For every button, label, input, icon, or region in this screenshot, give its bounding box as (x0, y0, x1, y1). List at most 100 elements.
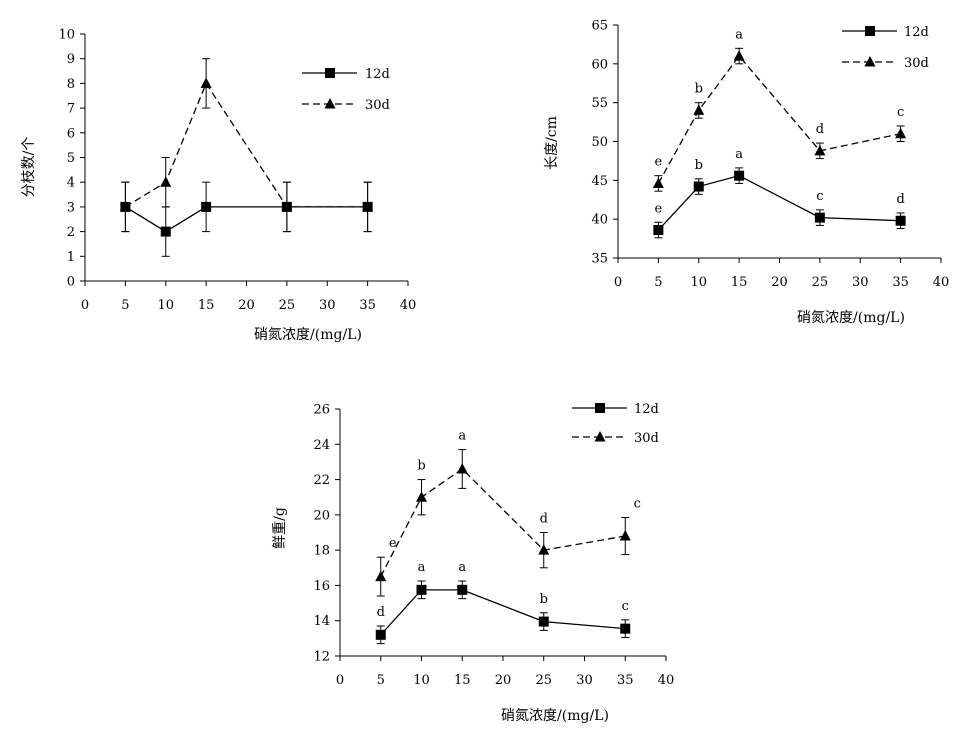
legend-label: 12d (634, 402, 659, 417)
legend-marker-square (325, 68, 335, 78)
x-tick-label: 15 (454, 673, 471, 688)
x-tick-label: 15 (731, 275, 748, 290)
y-axis-label: 长度/cm (544, 116, 560, 170)
x-tick-label: 10 (413, 673, 430, 688)
y-tick-label: 2 (67, 225, 75, 240)
x-tick-label: 5 (377, 673, 385, 688)
y-tick-label: 60 (591, 57, 608, 72)
y-tick-label: 14 (313, 614, 330, 629)
legend-marker-triangle (324, 98, 336, 109)
legend-label: 12d (904, 25, 929, 40)
point-triangle (375, 570, 387, 582)
legend-label: 30d (365, 98, 390, 113)
point-square (734, 170, 745, 181)
point-triangle (416, 491, 427, 502)
y-tick-label: 10 (58, 28, 75, 43)
series-line (380, 589, 626, 636)
point-square (693, 181, 704, 192)
x-tick-label: 20 (238, 298, 255, 313)
point-triangle (160, 176, 172, 187)
y-tick-label: 7 (67, 102, 75, 117)
point-square (538, 616, 549, 627)
point-triangle (538, 544, 550, 555)
y-tick-label: 24 (313, 438, 330, 453)
x-tick-label: 35 (359, 298, 376, 313)
y-tick-label: 22 (313, 473, 330, 488)
point-square (895, 215, 906, 226)
significance-label: c (634, 497, 641, 512)
x-tick-label: 20 (771, 275, 788, 290)
significance-label: b (695, 158, 703, 173)
series-12d: e b a c d (653, 147, 906, 239)
point-triangle (362, 200, 374, 212)
legend-marker-triangle (594, 431, 606, 442)
point-triangle (693, 104, 705, 115)
significance-label: a (458, 429, 466, 444)
x-tick-label: 10 (157, 298, 174, 313)
significance-label: e (655, 155, 663, 170)
significance-label: d (540, 512, 548, 527)
x-tick-label: 40 (400, 298, 417, 313)
point-triangle (619, 530, 631, 541)
point-square (416, 584, 427, 595)
y-tick-label: 12 (313, 650, 330, 665)
y-tick-label: 26 (313, 403, 330, 418)
y-tick-label: 3 (67, 200, 75, 215)
x-tick-label: 25 (535, 673, 552, 688)
y-tick-label: 20 (313, 508, 330, 523)
y-tick-label: 50 (591, 135, 608, 150)
x-axis-label: 硝氮浓度/(mg/L) (254, 327, 362, 343)
point-square (201, 201, 212, 212)
point-square (653, 225, 664, 236)
x-tick-label: 25 (279, 298, 296, 313)
y-tick-label: 55 (591, 96, 608, 111)
x-tick-label: 0 (614, 275, 622, 290)
legend-marker-square (595, 403, 605, 413)
legend-marker-triangle (864, 56, 876, 67)
point-triangle (281, 200, 293, 212)
y-axis-label: 鲜重/g (272, 507, 288, 549)
significance-label: c (897, 105, 904, 120)
point-triangle (652, 177, 664, 188)
significance-label: e (389, 536, 397, 551)
legend-label: 30d (634, 431, 659, 446)
point-square (814, 212, 825, 223)
chart-3: 12 14 16 18 20 22 24 26 0 5 10 15 20 25 30 35 40 硝氮浓度/(mg… (272, 402, 674, 724)
series-30d: e b a d c (652, 27, 907, 192)
x-tick-label: 5 (121, 298, 129, 313)
series-30d: e b a d c (375, 429, 641, 597)
significance-label: c (816, 189, 823, 204)
point-triangle (119, 200, 131, 212)
series-line (657, 55, 901, 184)
y-tick-label: 6 (67, 126, 75, 141)
y-tick-label: 16 (313, 579, 330, 594)
significance-label: d (377, 605, 385, 620)
significance-label: b (540, 592, 548, 607)
y-tick-label: 65 (591, 19, 608, 34)
y-tick-label: 4 (67, 176, 75, 191)
x-tick-label: 5 (654, 275, 662, 290)
point-triangle (814, 144, 826, 156)
x-tick-label: 30 (576, 673, 593, 688)
x-tick-label: 35 (617, 673, 634, 688)
x-tick-label: 15 (198, 298, 215, 313)
y-tick-label: 45 (591, 174, 608, 189)
y-tick-label: 40 (591, 213, 608, 228)
chart-2: 35 40 45 50 55 60 65 0 5 10 15 20 25 30 35 40 硝氮浓度/(mg/L… (544, 19, 949, 327)
point-triangle (200, 77, 212, 88)
y-tick-label: 35 (591, 252, 608, 267)
y-tick-label: 8 (67, 77, 75, 92)
point-square (160, 226, 171, 237)
legend-label: 12d (365, 67, 390, 82)
x-tick-label: 30 (319, 298, 336, 313)
series-12d (120, 181, 373, 257)
x-tick-label: 0 (81, 298, 89, 313)
significance-label: a (418, 560, 426, 575)
chart-1: 0 1 2 3 4 5 6 7 8 9 10 0 5 10 15 20 25 30 35 40 硝氮浓度/(mg/L) 分… (21, 28, 416, 344)
significance-label: d (816, 122, 824, 137)
y-tick-label: 18 (313, 544, 330, 559)
x-tick-label: 40 (933, 275, 950, 290)
x-tick-label: 35 (892, 275, 909, 290)
x-tick-label: 40 (658, 673, 675, 688)
